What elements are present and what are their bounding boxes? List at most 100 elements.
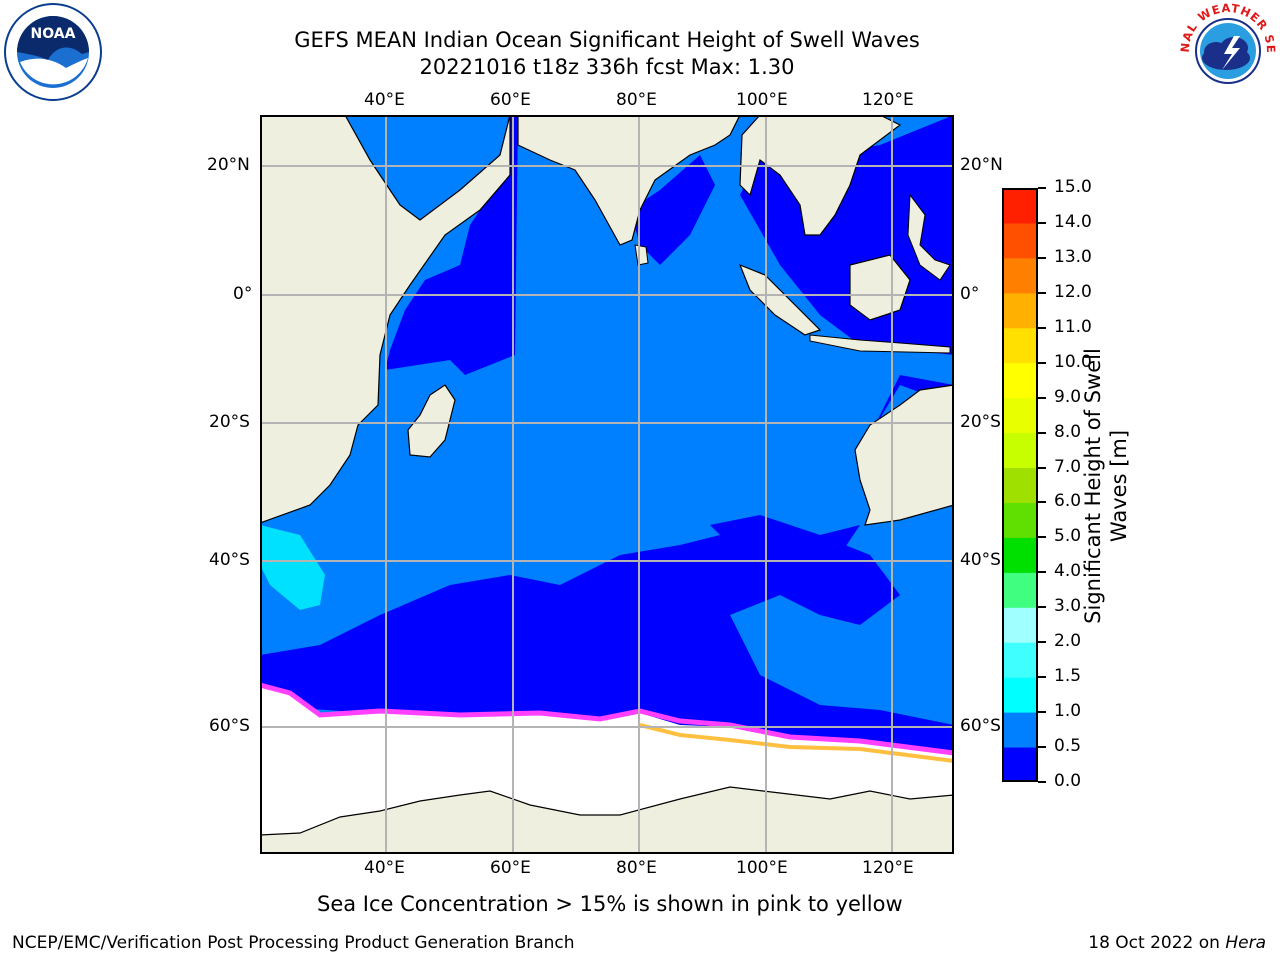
footer-date: 18 Oct 2022 on Hera [1088,933,1266,953]
bottom-lon-label: 80°E [616,858,657,878]
colorbar-tick-label: 3.0 [1054,596,1082,617]
colorbar-swatch [1002,747,1038,782]
sea-ice-edge-pink [260,682,954,756]
colorbar-tick-mark [1038,536,1046,539]
colorbar-swatch [1002,467,1038,503]
bottom-lon-label: 40°E [364,858,405,878]
colorbar-tick-label: 14.0 [1054,211,1092,232]
java-chain [809,334,951,354]
philippines-islands [907,193,951,281]
colorbar-swatch [1002,292,1038,329]
colorbar-swatch [1002,257,1038,294]
left-lat-label: 0° [233,284,253,304]
left-lat-label: 20°S [209,412,250,432]
colorbar-tick-mark [1038,606,1046,609]
colorbar-tick-mark [1038,326,1046,329]
colorbar-tick-label: 5.0 [1054,526,1082,547]
national-weather-service-logo: NATIONAL WEATHER SERVICE [1176,0,1277,100]
map-title: GEFS MEAN Indian Ocean Significant Heigh… [294,28,920,52]
se-asia-landmass [739,115,902,236]
map-subtitle: 20221016 t18z 336h fcst Max: 1.30 [419,55,795,79]
colorbar-swatch [1002,712,1038,748]
colorbar-tick-label: 0.0 [1054,771,1082,791]
colorbar-swatch [1002,432,1038,469]
colorbar-swatch [1002,607,1038,643]
colorbar-tick-mark [1038,291,1046,294]
bottom-lon-label: 120°E [862,858,914,878]
footer-credit: NCEP/EMC/Verification Post Processing Pr… [12,933,575,953]
right-lat-label: 40°S [960,550,1001,570]
colorbar-tick-label: 0.5 [1054,736,1082,757]
colorbar-swatch [1002,362,1038,399]
left-lat-label: 20°N [207,155,250,175]
right-lat-label: 0° [960,284,980,304]
top-lon-label: 80°E [616,90,657,110]
colorbar-tick-mark [1038,676,1046,679]
colorbar-tick-mark [1038,256,1046,259]
bottom-lon-label: 60°E [490,858,531,878]
bottom-lon-label: 100°E [736,858,788,878]
colorbar-tick-label: 7.0 [1054,456,1082,477]
map-frame [260,115,954,854]
colorbar-tick-mark [1038,361,1046,364]
colorbar-frame [1002,188,1038,782]
colorbar-tick-label: 9.0 [1054,386,1082,407]
colorbar-tick-label: 13.0 [1054,246,1092,267]
swell-0-0.5-south [260,530,954,765]
colorbar-swatch [1002,642,1038,678]
colorbar-tick-label: 2.0 [1054,631,1082,652]
sea-ice-edge-yellow [639,723,954,763]
right-lat-label: 60°S [960,716,1001,736]
colorbar-tick-mark [1038,187,1046,189]
top-lon-label: 100°E [736,90,788,110]
colorbar-tick-mark [1038,466,1046,469]
colorbar-tick-label: 15.0 [1054,177,1092,197]
top-lon-label: 40°E [364,90,405,110]
right-lat-label: 20°S [960,412,1001,432]
colorbar-tick-label: 10.0 [1054,351,1092,372]
colorbar-swatch [1002,572,1038,608]
colorbar-tick-label: 8.0 [1054,421,1082,442]
colorbar-tick-mark [1038,431,1046,434]
australia-landmass [854,384,954,526]
madagascar [407,384,456,458]
noaa-logo: NOAA [4,3,102,101]
colorbar-swatch [1002,327,1038,364]
colorbar-tick-label: 4.0 [1054,561,1082,582]
map-graticule [260,115,954,854]
ocean-map [260,115,954,854]
antarctica-landmass [260,786,954,854]
colorbar-tick-label: 11.0 [1054,316,1092,337]
left-lat-label: 40°S [209,550,250,570]
colorbar-tick-mark [1038,396,1046,399]
footer-host: Hera [1225,933,1266,953]
colorbar-tick-label: 12.0 [1054,281,1092,302]
colorbar-tick-label: 1.0 [1054,701,1082,722]
colorbar-tick-label: 6.0 [1054,491,1082,512]
right-lat-label: 20°N [960,155,1003,175]
colorbar-tick-mark [1038,641,1046,644]
top-lon-label: 120°E [862,90,914,110]
top-lon-label: 60°E [490,90,531,110]
colorbar-tick-label: 1.5 [1054,666,1082,687]
swell-0-0.5-bay-of-bengal [630,155,715,265]
noaa-logo-text: NOAA [31,26,76,42]
colorbar-label: Significant Height of Swell Waves [m] [1081,348,1131,624]
colorbar-swatch [1002,222,1038,259]
colorbar-swatch [1002,502,1038,538]
swell-0-0.5-arabian-sea [385,115,518,375]
footer-date-text: 18 Oct 2022 on [1088,933,1226,953]
colorbar-swatch [1002,537,1038,573]
colorbar-swatch [1002,677,1038,713]
colorbar-tick-mark [1038,746,1046,749]
sea-ice-note: Sea Ice Concentration > 15% is shown in … [317,892,903,916]
colorbar-tick-mark [1038,501,1046,504]
borneo [849,254,911,321]
swell-0-0.5-mid [710,515,860,555]
colorbar-tick-mark [1038,221,1046,224]
colorbar-tick-mark [1038,571,1046,574]
colorbar-swatch [1002,397,1038,434]
colorbar-swatch [1002,188,1038,224]
colorbar [1002,188,1038,782]
colorbar-tick-mark [1038,711,1046,714]
